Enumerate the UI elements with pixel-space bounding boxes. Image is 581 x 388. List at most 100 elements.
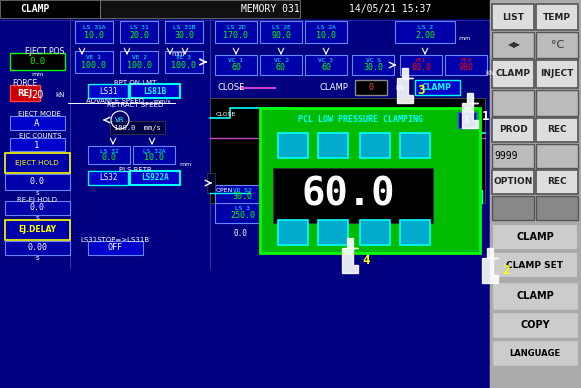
- Bar: [215, 55, 257, 75]
- Bar: [260, 55, 302, 75]
- Text: CLAMP: CLAMP: [422, 83, 452, 92]
- Text: 3: 3: [417, 85, 425, 97]
- Text: 60.0: 60.0: [411, 64, 431, 73]
- Bar: [305, 55, 347, 75]
- Text: 0.0: 0.0: [30, 177, 45, 187]
- Text: mm: mm: [179, 161, 191, 166]
- Text: 0.0: 0.0: [233, 229, 247, 237]
- Text: 10.0: 10.0: [84, 31, 104, 40]
- Bar: [318, 133, 348, 158]
- Text: 60: 60: [321, 64, 331, 73]
- Text: LS922A: LS922A: [141, 173, 169, 182]
- Text: VD S2: VD S2: [233, 188, 252, 193]
- Text: 14/05/21 15:37: 14/05/21 15:37: [349, 4, 431, 14]
- Bar: [110, 121, 165, 134]
- Bar: [492, 90, 534, 116]
- Bar: [492, 340, 578, 366]
- Bar: [5, 220, 70, 240]
- Bar: [492, 144, 534, 168]
- Text: ADVANCE SPEED: ADVANCE SPEED: [86, 98, 144, 104]
- Bar: [492, 118, 534, 142]
- Text: 1: 1: [482, 109, 490, 123]
- Text: 2.00: 2.00: [415, 31, 435, 40]
- Text: OFF: OFF: [107, 244, 123, 253]
- Text: EJ.DELAY: EJ.DELAY: [18, 225, 56, 234]
- Bar: [492, 312, 578, 338]
- Text: LS 2E: LS 2E: [272, 25, 290, 30]
- Bar: [165, 51, 203, 73]
- Bar: [415, 80, 460, 95]
- Bar: [536, 32, 578, 58]
- Bar: [274, 203, 309, 223]
- Text: CLAMP: CLAMP: [516, 291, 554, 301]
- Text: LS 2A: LS 2A: [317, 25, 335, 30]
- Text: 23: 23: [286, 211, 296, 220]
- Text: LS 2: LS 2: [418, 25, 432, 30]
- Text: 60: 60: [231, 64, 241, 73]
- Text: EJECT HOLD: EJECT HOLD: [15, 160, 59, 166]
- Text: s: s: [35, 190, 39, 196]
- Bar: [536, 60, 578, 88]
- Text: mm: mm: [262, 230, 274, 236]
- Text: VC S: VC S: [365, 59, 381, 64]
- Text: ◀▶: ◀▶: [507, 40, 521, 50]
- Text: 4: 4: [362, 255, 370, 267]
- Text: LS32: LS32: [99, 173, 117, 182]
- Bar: [215, 203, 270, 223]
- Text: LS 32: LS 32: [99, 149, 119, 154]
- Text: LS: LS: [288, 206, 295, 211]
- Bar: [130, 171, 180, 185]
- Bar: [458, 112, 476, 128]
- Text: s: s: [35, 255, 39, 261]
- Text: OP MODE: OP MODE: [429, 189, 461, 195]
- Text: 10.0: 10.0: [144, 153, 164, 162]
- Text: 1: 1: [34, 140, 40, 149]
- Text: EJC COUNTS: EJC COUNTS: [19, 133, 61, 139]
- Text: VC 2: VC 2: [274, 59, 289, 64]
- Text: EJECT: EJECT: [446, 192, 468, 201]
- Bar: [88, 84, 128, 98]
- Bar: [130, 84, 180, 98]
- Bar: [318, 220, 348, 245]
- Text: REC: REC: [547, 177, 567, 187]
- Text: PLS RETR: PLS RETR: [119, 167, 152, 173]
- Bar: [492, 224, 578, 250]
- Text: PCL: PCL: [415, 59, 426, 64]
- Text: mm: mm: [458, 36, 470, 42]
- Bar: [120, 51, 158, 73]
- Text: RETRACT SPEED: RETRACT SPEED: [107, 102, 163, 108]
- Bar: [278, 133, 308, 158]
- Text: CLAMP: CLAMP: [516, 232, 554, 242]
- Bar: [536, 196, 578, 220]
- Bar: [352, 55, 394, 75]
- Text: FORCE: FORCE: [12, 78, 37, 88]
- Bar: [360, 133, 390, 158]
- Bar: [5, 241, 70, 255]
- Bar: [10, 85, 40, 101]
- Text: 980: 980: [458, 64, 474, 73]
- Text: 0: 0: [368, 83, 374, 92]
- Bar: [5, 201, 70, 215]
- Bar: [10, 116, 65, 130]
- Polygon shape: [482, 258, 498, 283]
- Text: VE 1: VE 1: [87, 55, 102, 60]
- Bar: [305, 21, 347, 43]
- Text: TEMP: TEMP: [543, 12, 571, 21]
- Text: 100.0  mm/s: 100.0 mm/s: [114, 125, 160, 131]
- Polygon shape: [462, 103, 478, 128]
- Text: INJECT: INJECT: [540, 69, 573, 78]
- Text: LS 31: LS 31: [130, 25, 148, 30]
- Bar: [165, 21, 203, 43]
- Text: VC 3: VC 3: [318, 59, 333, 64]
- Text: LS 32A: LS 32A: [143, 149, 165, 154]
- Bar: [5, 153, 70, 173]
- Text: 100.0: 100.0: [127, 61, 152, 70]
- Text: CLOSE: CLOSE: [216, 113, 236, 118]
- Text: PCH: PCH: [460, 59, 472, 64]
- Circle shape: [111, 111, 129, 129]
- Bar: [215, 21, 257, 43]
- Bar: [215, 185, 270, 203]
- Text: 90.0: 90.0: [271, 31, 291, 40]
- Text: LANGUAGE: LANGUAGE: [510, 348, 561, 357]
- Bar: [0, 0, 490, 18]
